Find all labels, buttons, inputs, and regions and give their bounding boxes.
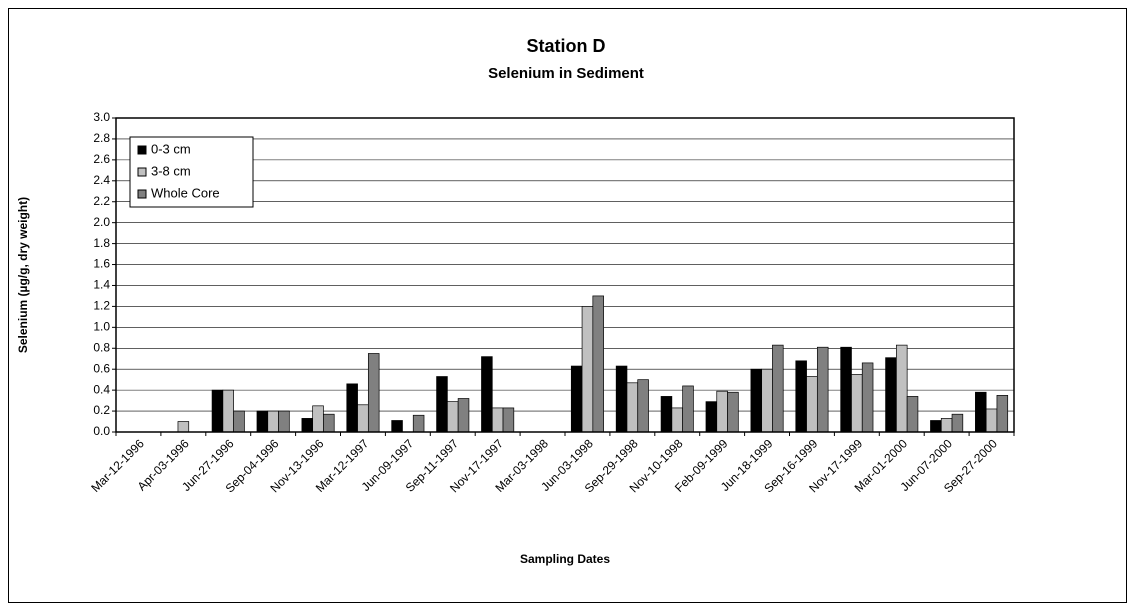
bar [750, 368, 763, 433]
y-tick-label: 3.0 [93, 110, 110, 124]
bar [996, 395, 1009, 433]
y-tick-label: 2.8 [93, 131, 110, 145]
bar [312, 405, 324, 433]
plot-border [115, 117, 1015, 433]
bar [671, 407, 683, 433]
bar [278, 410, 290, 433]
bar [222, 389, 234, 433]
legend-swatch [137, 167, 147, 177]
bar [660, 396, 673, 433]
bar [581, 306, 594, 433]
y-tick-label: 2.6 [93, 152, 110, 166]
legend-label: 0-3 cm [151, 141, 191, 156]
bar [840, 346, 852, 433]
bar [795, 360, 807, 433]
y-tick-label: 0.6 [93, 361, 110, 375]
y-axis-title: Selenium (µg/g, dry weight) [16, 197, 30, 353]
bar [457, 398, 470, 433]
y-tick-label: 0.8 [93, 340, 110, 354]
bar [816, 346, 829, 433]
bar [267, 410, 279, 433]
bar [323, 413, 335, 433]
bar [985, 408, 998, 433]
bar [447, 401, 459, 433]
bar [436, 376, 448, 433]
x-axis-title: Sampling Dates [520, 552, 610, 566]
bar [885, 357, 897, 433]
bar [906, 396, 919, 433]
bar [346, 383, 358, 433]
legend-label: Whole Core [151, 185, 220, 200]
bar [491, 407, 504, 433]
bar [851, 374, 863, 433]
y-tick-label: 1.2 [93, 299, 110, 313]
bar [716, 390, 728, 433]
bar [502, 407, 515, 433]
bar [592, 295, 604, 433]
bar [177, 421, 190, 433]
y-tick-label: 1.4 [93, 278, 110, 292]
bar [412, 414, 425, 433]
bar [727, 391, 739, 433]
bar [761, 368, 773, 433]
y-tick-label: 0.0 [93, 424, 110, 438]
bar [570, 365, 583, 433]
y-tick-label: 1.8 [93, 236, 110, 250]
bar [896, 344, 908, 433]
y-tick-label: 0.4 [93, 382, 110, 396]
y-tick-label: 2.2 [93, 194, 110, 208]
bar [951, 413, 964, 433]
bar [940, 418, 953, 433]
y-tick-label: 1.0 [93, 320, 110, 334]
bar [705, 401, 718, 433]
y-tick-label: 1.6 [93, 257, 110, 271]
y-tick-label: 0.2 [93, 403, 110, 417]
bar [861, 362, 874, 433]
bar [301, 418, 314, 433]
bar [367, 353, 380, 433]
legend-label: 3-8 cm [151, 163, 191, 178]
bar [391, 420, 403, 433]
bar [211, 389, 224, 433]
bar [626, 382, 639, 433]
bar [256, 410, 269, 433]
bar [682, 385, 694, 433]
bar [975, 391, 987, 433]
chart-title: Station D [527, 36, 606, 56]
legend-swatch [137, 145, 147, 155]
legend-box [129, 136, 254, 208]
y-tick-label: 2.4 [93, 173, 110, 187]
chart-subtitle: Selenium in Sediment [488, 65, 644, 82]
bar [930, 420, 942, 433]
bar [806, 376, 818, 433]
y-tick-label: 2.0 [93, 215, 110, 229]
bar [481, 356, 493, 433]
legend-swatch [137, 189, 147, 199]
chart-frame [8, 8, 1127, 603]
bar [772, 344, 784, 433]
bar [615, 365, 628, 433]
bar [637, 379, 649, 433]
bar [233, 410, 245, 433]
bar [357, 404, 369, 433]
